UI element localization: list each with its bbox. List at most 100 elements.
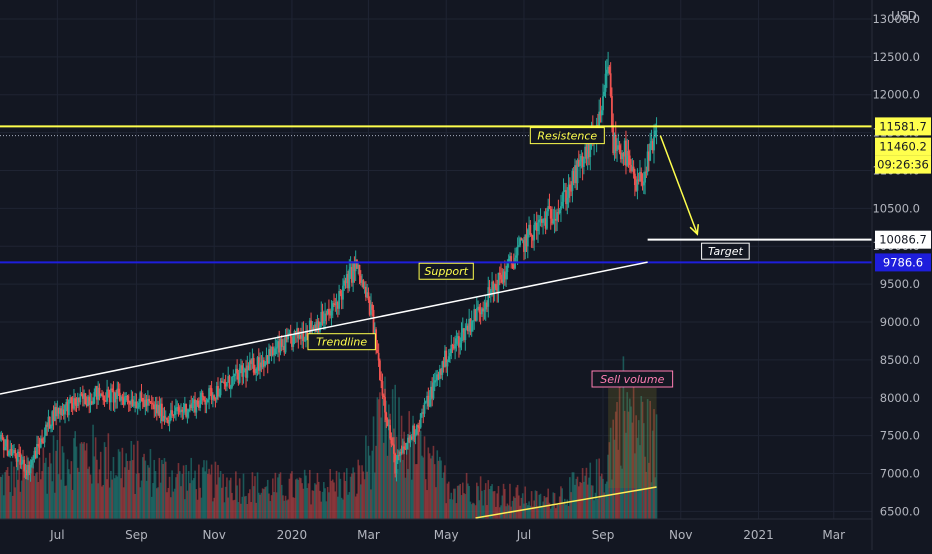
candle-body [5,439,8,447]
forecast-arrow[interactable] [659,135,699,235]
volume-bar [57,474,60,519]
candle-body [548,206,551,210]
volume-bar [353,472,356,519]
volume-bar [47,466,50,519]
volume-bar [524,486,527,519]
volume-bar [526,505,529,519]
candle-body [108,389,111,403]
annotation-label[interactable]: Support [418,262,474,280]
candle-body [567,184,570,198]
candle-body [196,400,199,405]
candle-body [641,181,644,186]
annotation-label-text: Support [424,265,468,278]
candle-body [575,165,578,184]
candle-body [118,392,121,401]
candle-body [503,271,506,280]
volume-trendline[interactable] [475,486,657,519]
volume-bar [217,464,219,519]
candle-body [92,403,94,405]
volume-bar [454,488,456,519]
volume-bar [238,478,241,519]
volume-bar [208,468,210,519]
annotation-label[interactable]: Target [701,242,750,260]
volume-bar [404,477,407,519]
volume-bar [117,449,120,519]
volume-bar [359,484,362,519]
candle-body [340,293,343,300]
volume-bar [477,486,479,519]
candle-body [534,222,537,225]
candle-body [98,387,101,397]
candle-body [531,235,534,241]
volume-bar [407,468,409,519]
candle-body [90,401,93,404]
candle-body [69,397,72,400]
time-axis[interactable]: Jul Sep Nov 2020 Mar May Jul Sep Nov 2021 Mar [0,518,872,542]
annotation-label[interactable]: Resistence [529,127,605,145]
volume-bar [291,471,293,519]
candle-body [523,240,525,252]
trendline[interactable] [0,261,648,395]
candle-body [581,155,584,168]
candle-body [172,414,175,416]
candle-body [585,146,588,159]
volume-bar [192,478,195,519]
volume-bar [207,473,209,519]
volume-bar [581,468,584,519]
price-tag-last-text: 11460.2 [879,140,927,154]
volume-bar [246,503,249,519]
candle-body [136,407,139,409]
volume-bar [445,503,447,519]
candle-body [543,218,546,220]
candle-body [61,409,64,415]
volume-bar [594,492,597,519]
candle-body [426,395,428,402]
candle-body [273,354,275,356]
candle-body [558,209,561,214]
volume-bar [551,506,553,519]
y-tick-label: 9000.0 [880,315,920,329]
volume-bar [357,459,360,519]
volume-bar [302,488,305,519]
volume-bar [459,483,462,519]
volume-bar [593,500,595,519]
candle-body [9,449,12,452]
candle-body [102,395,105,401]
volume-bar [612,419,615,519]
candle-body [563,190,566,192]
candle-body [171,410,174,415]
sell-volume-label[interactable]: Sell volume [591,370,674,388]
volume-bar [473,503,476,519]
volume-bar [323,482,325,519]
volume-bar [389,413,391,519]
volume-bar [428,453,431,519]
volume-bar [567,506,570,519]
candle-body [287,334,290,340]
volume-bar [36,472,38,519]
candle-body [89,401,92,405]
candle-body [140,392,143,399]
volume-bar [215,484,218,519]
volume-bar [84,450,87,519]
volume-bar [199,487,201,519]
candle-body [201,392,204,397]
volume-bar [61,446,64,519]
volume-bar [495,506,497,519]
volume-bar [275,492,278,519]
volume-bar [436,450,439,519]
volume-bar [396,469,399,519]
candle-body [163,415,166,418]
annotation-label[interactable]: Trendline [307,333,376,351]
currency-label[interactable]: USD [891,9,917,23]
volume-bar [342,499,344,519]
volume-bar [441,477,444,519]
volume-bar [294,479,297,519]
candle-body [526,229,529,247]
drawings[interactable] [0,125,872,519]
volume-bar [196,499,199,519]
candle-body [143,401,145,407]
volume-bar [418,426,421,519]
volume-bar [209,474,212,519]
